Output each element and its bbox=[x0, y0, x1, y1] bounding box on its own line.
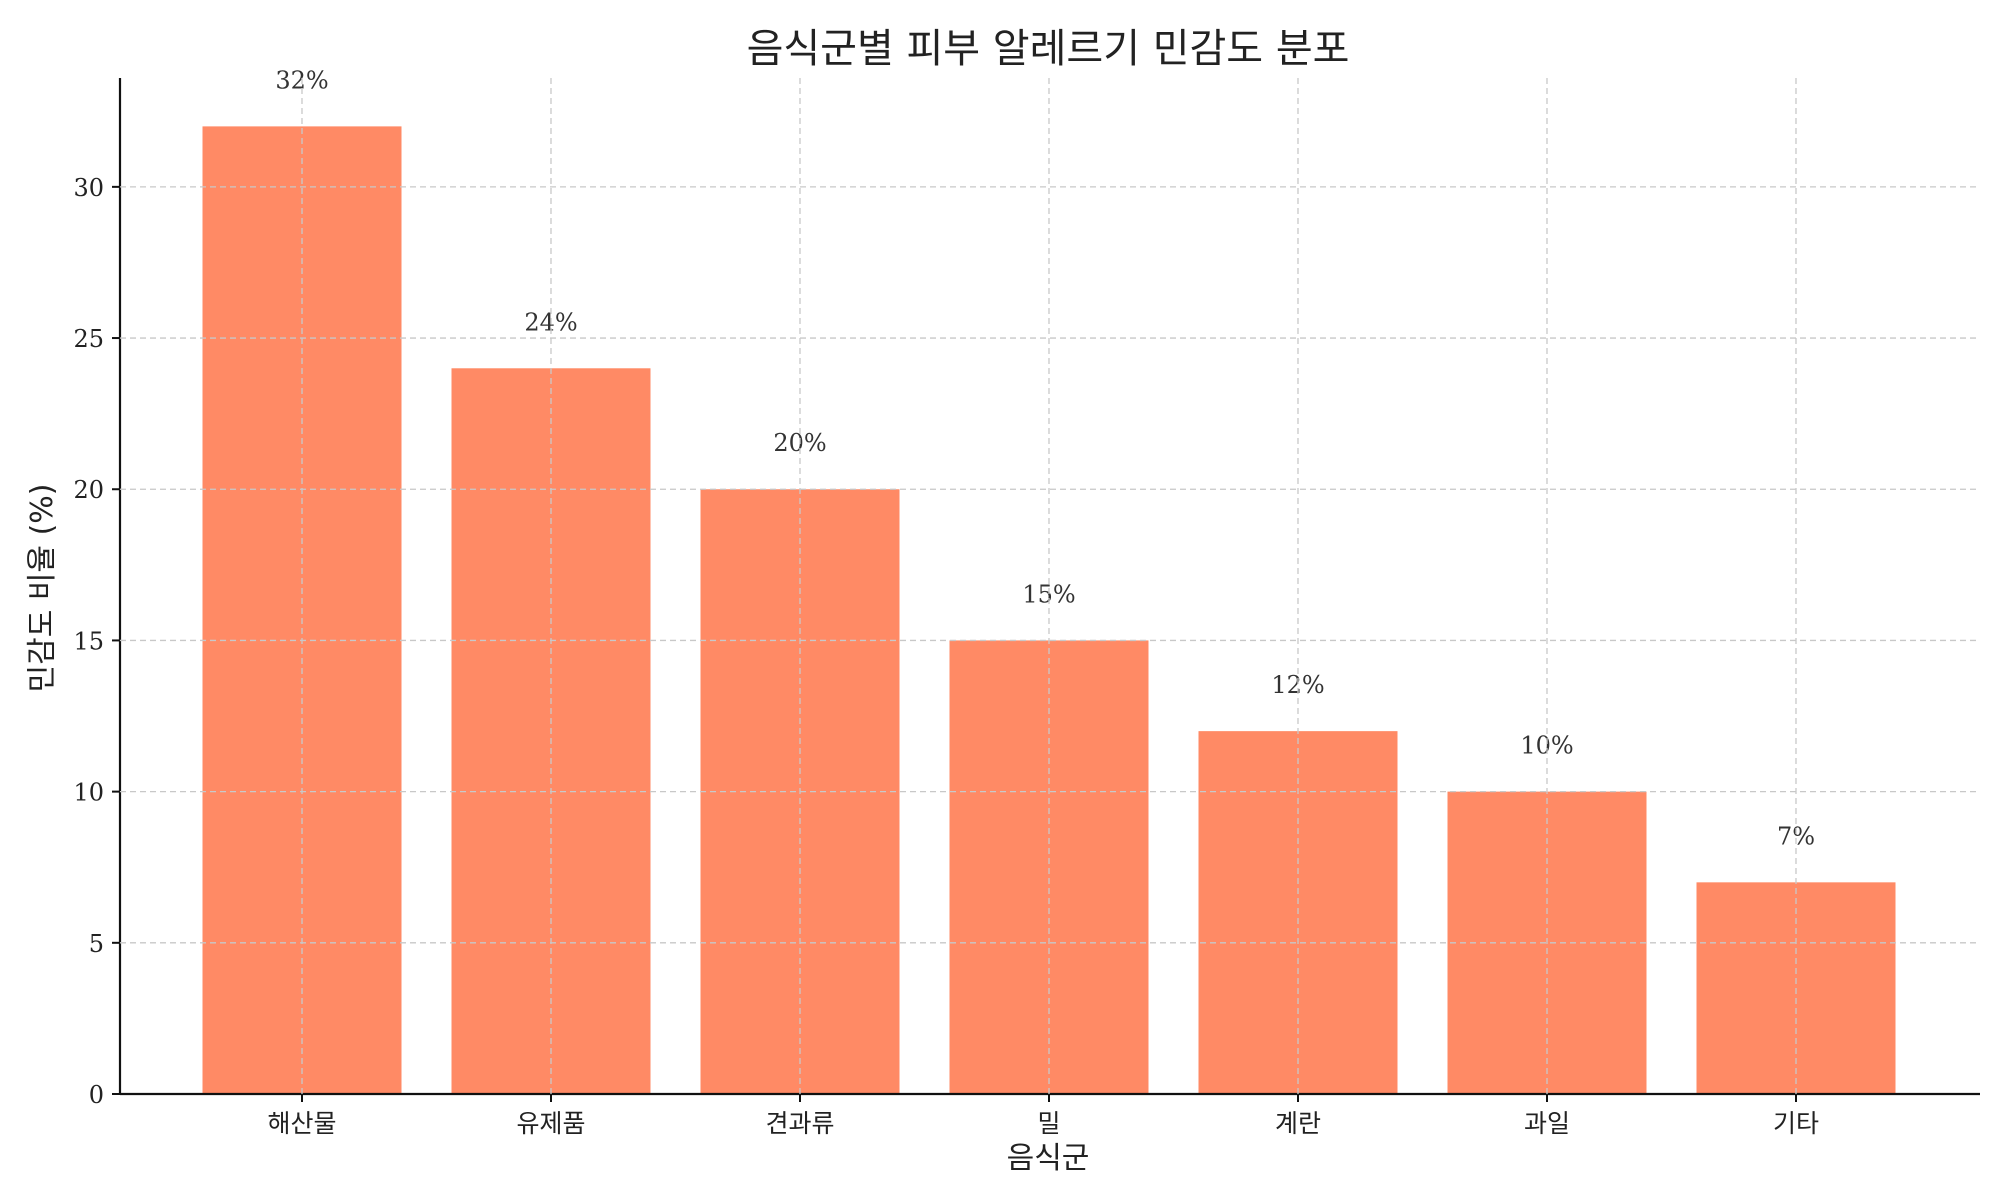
grid bbox=[120, 78, 1980, 1094]
y-tick-label: 10 bbox=[73, 779, 104, 807]
x-tick-label: 밀 bbox=[1037, 1109, 1060, 1138]
y-tick-label: 5 bbox=[89, 930, 104, 958]
tick-labels: 0 5 10 15 20 25 30 해산물 유제품 견과류 밀 계란 과일 기타 bbox=[73, 174, 1819, 1138]
x-tick-label: 계란 bbox=[1275, 1109, 1321, 1138]
y-tick-label: 30 bbox=[73, 174, 104, 202]
y-tick-label: 15 bbox=[73, 627, 104, 655]
data-label: 7% bbox=[1777, 822, 1815, 850]
y-tick-label: 20 bbox=[73, 476, 104, 504]
chart-title: 음식군별 피부 알레르기 민감도 분포 bbox=[747, 26, 1350, 72]
y-axis-title: 민감도 비율 (%) bbox=[25, 484, 60, 693]
y-tick-label: 0 bbox=[89, 1081, 104, 1109]
x-tick-label: 유제품 bbox=[516, 1109, 585, 1138]
data-label: 12% bbox=[1271, 671, 1324, 699]
x-tick-label: 견과류 bbox=[765, 1109, 834, 1138]
x-tick-label: 과일 bbox=[1524, 1109, 1570, 1138]
data-label: 15% bbox=[1022, 580, 1075, 608]
y-tick-label: 25 bbox=[73, 325, 104, 353]
x-tick-label: 해산물 bbox=[267, 1109, 336, 1138]
x-tick-label: 기타 bbox=[1773, 1109, 1819, 1138]
data-label: 10% bbox=[1520, 732, 1573, 760]
x-axis-title: 음식군 bbox=[1007, 1141, 1090, 1176]
